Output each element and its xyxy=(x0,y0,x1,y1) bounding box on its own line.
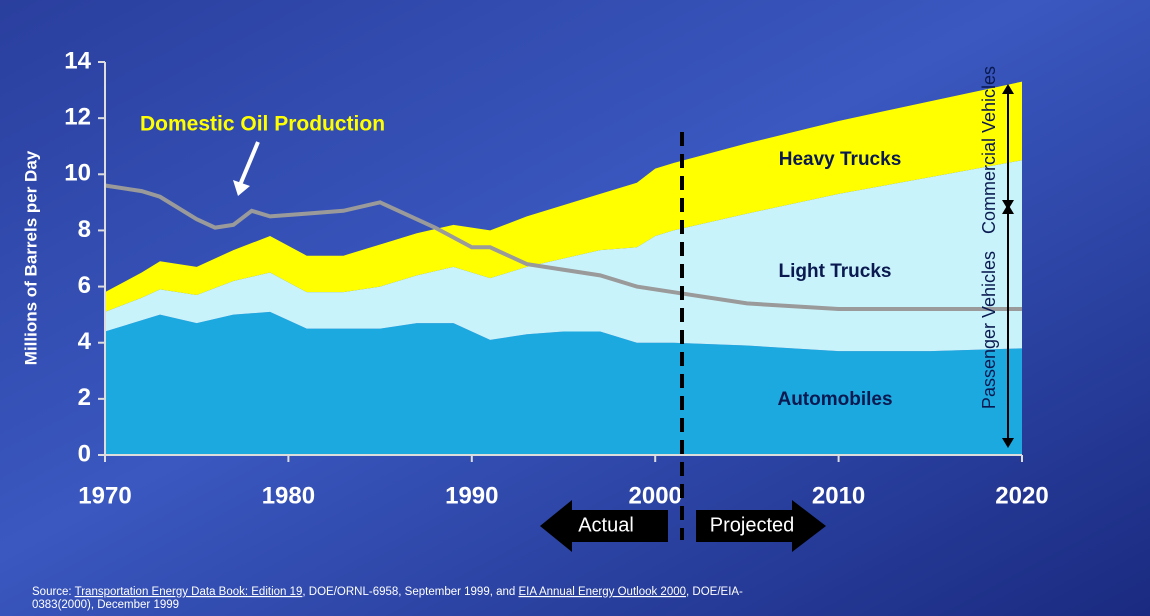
plot-area: 0 2 4 6 8 10 12 14 1970 1980 1990 2000 2010 2020 Autom… xyxy=(64,47,1048,509)
line xyxy=(104,183,1022,312)
projected-arrow xyxy=(696,500,826,552)
actual-label: Actual xyxy=(578,514,634,536)
source-part: 0383(2000), December 1999 xyxy=(32,599,179,611)
commercial-label: Commercial Vehicles xyxy=(979,66,999,234)
bracket-head xyxy=(1002,84,1014,94)
y-tick-label: 0 xyxy=(78,440,91,467)
series-label: Heavy Trucks xyxy=(779,149,902,170)
y-tick-label: 14 xyxy=(64,47,91,74)
source-part: Source: xyxy=(32,586,75,598)
x-tick-label: 2020 xyxy=(995,482,1048,509)
x-tick-label: 1970 xyxy=(78,482,131,509)
projected-label: Projected xyxy=(710,514,795,536)
series-label: Light Trucks xyxy=(779,261,892,282)
source-part: EIA Annual Energy Outlook 2000 xyxy=(519,586,687,598)
area xyxy=(105,160,1022,352)
x-tick-label: 1980 xyxy=(262,482,315,509)
pointer xyxy=(238,141,260,186)
x-tick-label: 1990 xyxy=(445,482,498,509)
passenger-label: Passenger Vehicles xyxy=(979,251,999,409)
area xyxy=(105,81,1022,312)
line-label: Domestic Oil Production xyxy=(140,113,385,136)
y-axis-label: Millions of Barrels per Day xyxy=(21,150,40,365)
bracket-head xyxy=(1002,438,1014,448)
pointer-head xyxy=(233,180,250,196)
y-tick-label: 4 xyxy=(78,328,92,355)
bracket-head xyxy=(1002,204,1014,214)
actual-arrow xyxy=(540,500,668,552)
source-part: Transportation Energy Data Book: Edition… xyxy=(75,586,303,598)
source: 0383(2000), December 1999 xyxy=(32,599,179,611)
y-tick-label: 8 xyxy=(78,216,91,243)
x-tick-label: 2000 xyxy=(629,482,682,509)
source-part: , DOE/EIA- xyxy=(686,586,743,598)
y-tick-label: 12 xyxy=(64,103,91,130)
area xyxy=(105,311,1022,455)
source: Source: Transportation Energy Data Book:… xyxy=(32,586,743,598)
y-tick-label: 2 xyxy=(78,384,91,411)
y-tick-label: 10 xyxy=(64,160,91,187)
y-tick-label: 6 xyxy=(78,272,91,299)
x-tick-label: 2010 xyxy=(812,482,865,509)
series-label: Automobiles xyxy=(777,389,892,410)
source-part: , DOE/ORNL-6958, September 1999, and xyxy=(302,586,518,598)
